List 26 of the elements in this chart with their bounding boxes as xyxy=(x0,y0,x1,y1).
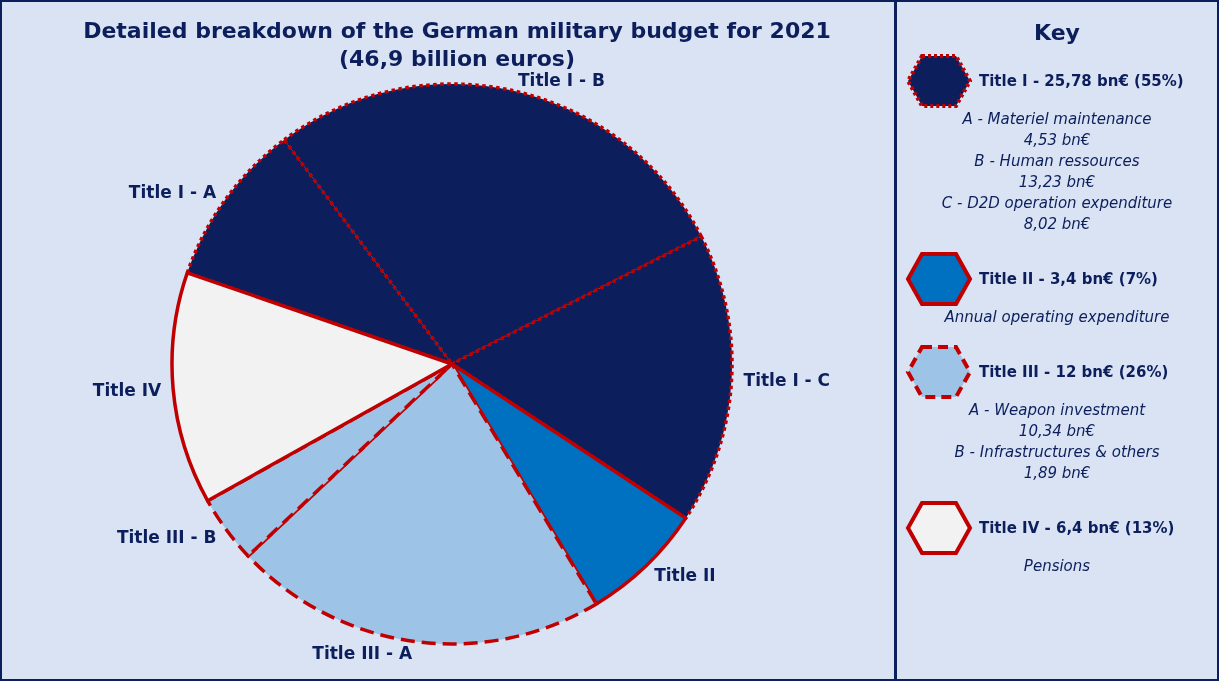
text: B - Infrastructures & others xyxy=(953,442,1161,463)
slice-label: Title III - B xyxy=(116,526,217,547)
slice-label: Title I - A xyxy=(128,181,217,202)
text: 1,89 bn€ xyxy=(1022,463,1092,484)
slice-label: Title II xyxy=(654,564,716,585)
text: Title III - 12 bn€ (26%) xyxy=(979,363,1169,381)
text: Title II - 3,4 bn€ (7%) xyxy=(979,270,1158,288)
text: C - D2D operation expenditure xyxy=(940,193,1174,214)
text: B - Human ressources xyxy=(973,151,1141,172)
text: A - Weapon investment xyxy=(967,400,1147,421)
slice-label: Title I - B xyxy=(517,69,605,90)
text: 13,23 bn€ xyxy=(1017,172,1097,193)
slice-label: Title I - C xyxy=(743,370,831,391)
text: A - Materiel maintenance xyxy=(961,109,1153,130)
text: 4,53 bn€ xyxy=(1022,130,1092,151)
chart-subtitle: (46,9 billion euros) xyxy=(338,45,576,71)
text: Title I - 25,78 bn€ (55%) xyxy=(979,72,1184,90)
text: Title IV - 6,4 bn€ (13%) xyxy=(979,519,1175,537)
text: Pensions xyxy=(1022,556,1092,577)
slice-label: Title III - A xyxy=(312,643,413,664)
slice-label: Title IV xyxy=(92,380,162,401)
text: 8,02 bn€ xyxy=(1022,214,1092,235)
legend-title: Key xyxy=(1033,20,1081,45)
text: 10,34 bn€ xyxy=(1017,421,1097,442)
chart-title: Detailed breakdown of the German military budget for 2021 xyxy=(83,17,831,43)
text: Annual operating expenditure xyxy=(943,307,1171,328)
